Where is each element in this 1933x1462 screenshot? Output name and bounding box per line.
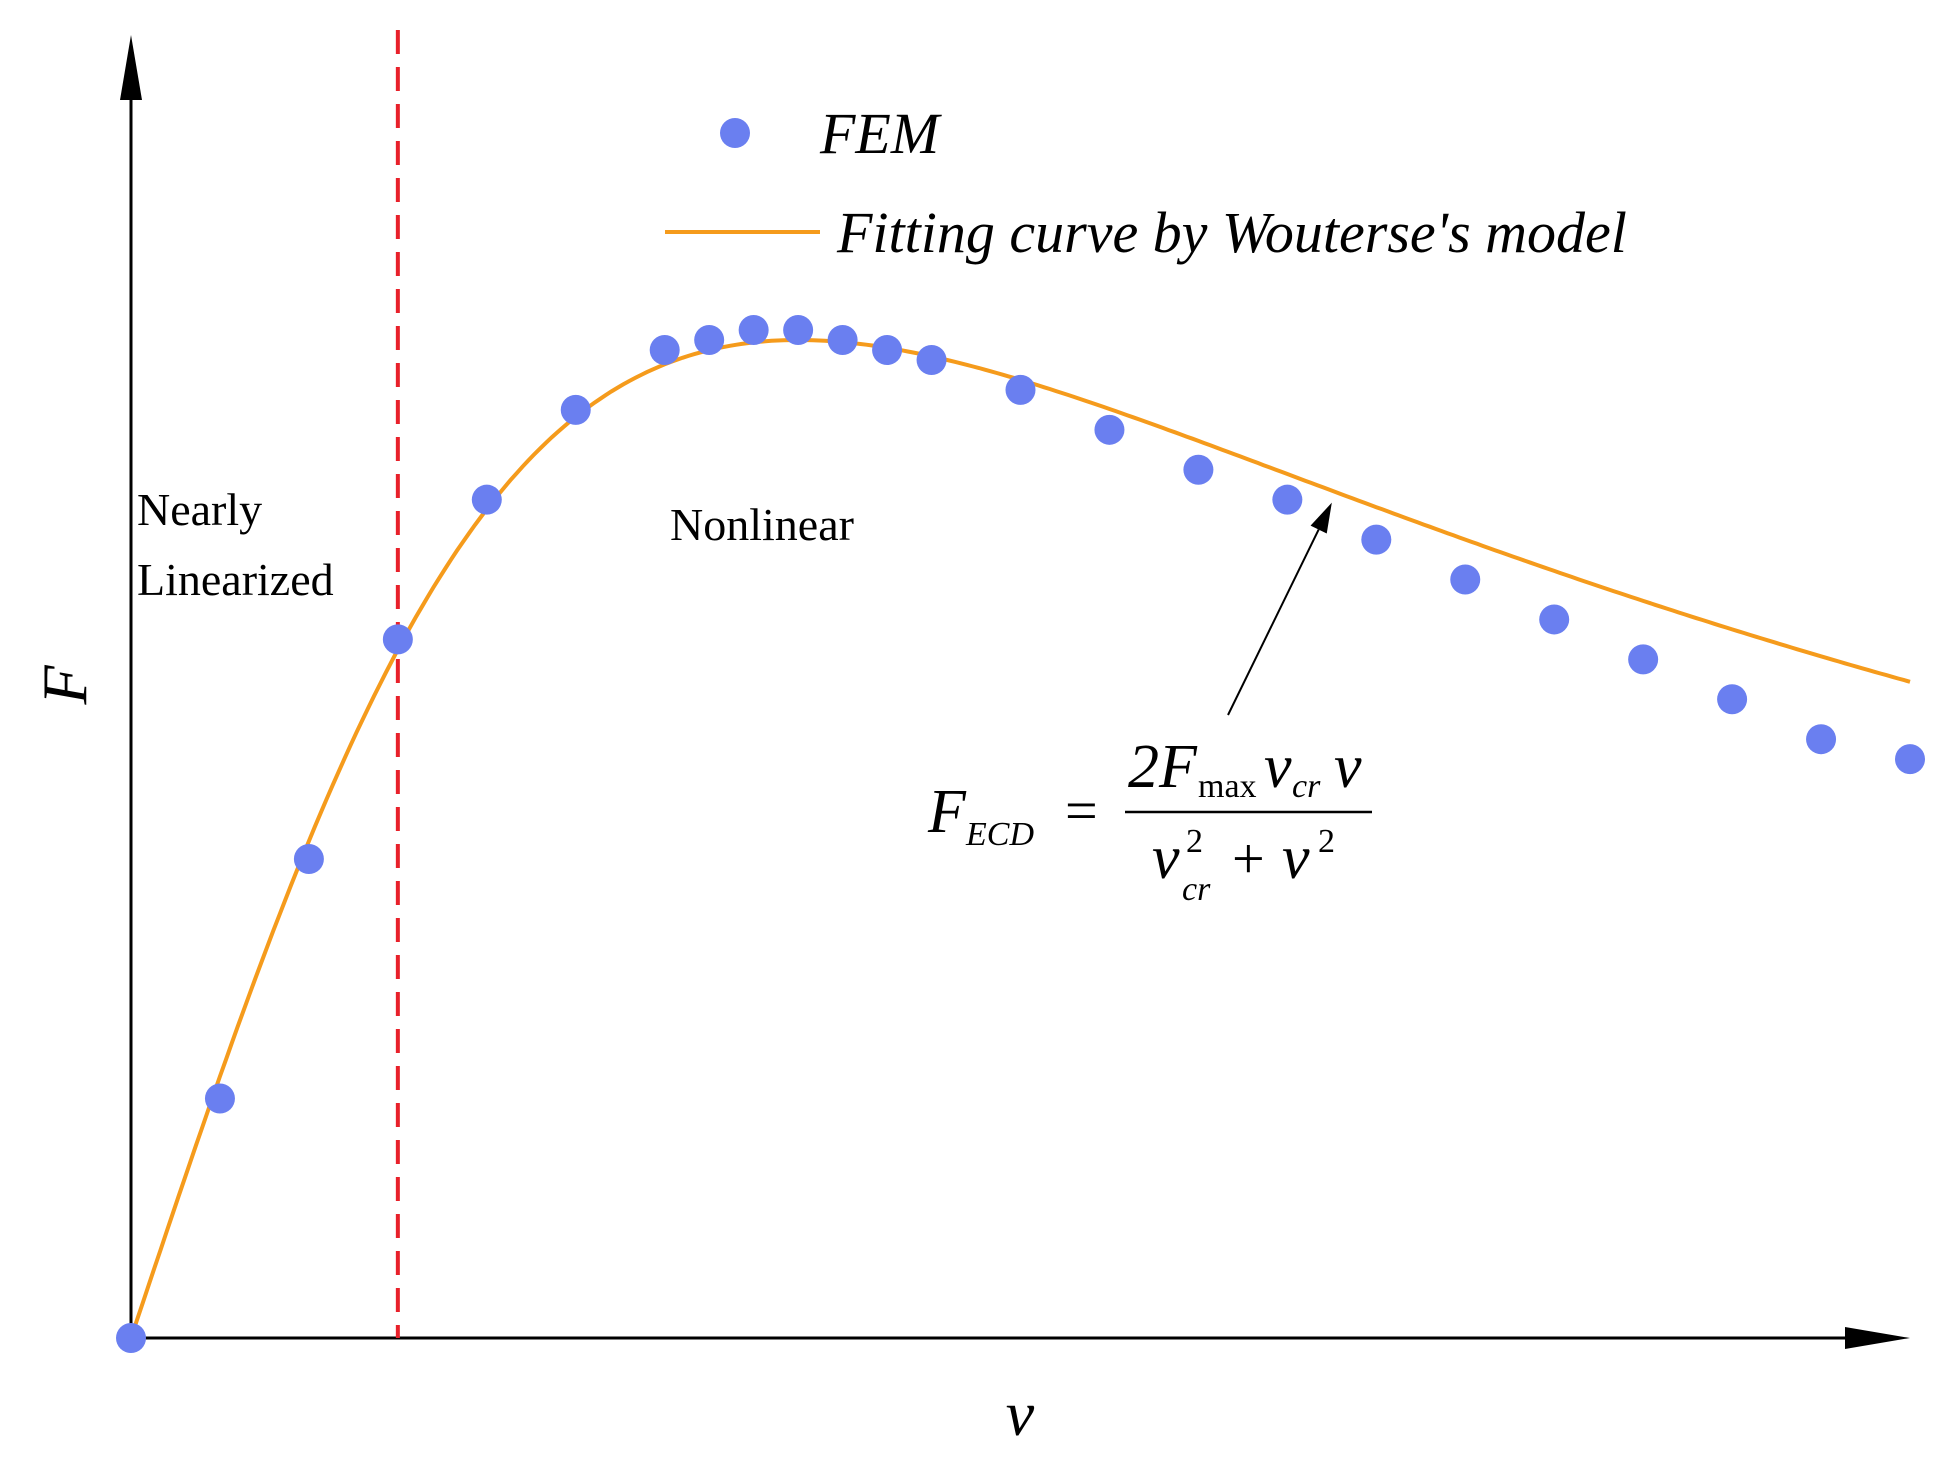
fem-point	[1094, 414, 1125, 445]
formula-numerator-v1: v	[1264, 733, 1292, 801]
fem-point	[916, 344, 947, 375]
fem-point	[204, 1083, 235, 1114]
formula-denominator-sup1: 2	[1186, 823, 1203, 860]
y-axis-arrow-icon	[120, 35, 142, 100]
fem-point	[1539, 604, 1570, 635]
annotation-arrow-line	[1227, 529, 1320, 716]
fem-point	[1183, 454, 1214, 485]
axes	[120, 35, 1910, 1349]
legend-marker-fem	[720, 118, 750, 148]
formula-lhs: F	[927, 778, 967, 846]
fem-point	[1005, 374, 1036, 405]
fem-point	[471, 484, 502, 515]
fem-point	[293, 843, 324, 874]
y-axis-label: F	[29, 665, 100, 706]
fem-point	[1361, 524, 1392, 555]
legend-label-fem: FEM	[819, 101, 942, 166]
legend: FEM Fitting curve by Wouterse's model	[665, 101, 1627, 265]
annotation-arrow-icon	[1310, 502, 1332, 534]
formula-numerator-sub-max: max	[1198, 768, 1257, 805]
fem-point	[1806, 724, 1837, 755]
fem-point	[382, 624, 413, 655]
fem-point	[649, 334, 680, 365]
fem-point	[1628, 644, 1659, 675]
fem-point	[116, 1323, 146, 1353]
fem-points	[116, 315, 1925, 1353]
formula-denominator-plus: +	[1232, 826, 1265, 891]
fem-point	[872, 334, 903, 365]
fem-point	[1450, 564, 1481, 595]
formula-numerator-v2: v	[1334, 733, 1362, 801]
region-left-label-line1: Nearly	[137, 484, 262, 535]
formula-denominator-v2: v	[1282, 824, 1310, 892]
fem-point	[1272, 484, 1303, 515]
formula-denominator-sup2: 2	[1318, 823, 1335, 860]
x-axis-label: v	[1006, 1378, 1035, 1449]
fem-point	[694, 325, 725, 355]
formula-lhs-subscript: ECD	[965, 816, 1034, 853]
x-axis-arrow-icon	[1845, 1327, 1910, 1349]
region-right-label: Nonlinear	[670, 499, 854, 550]
formula-numerator-sub-cr: cr	[1292, 768, 1321, 805]
fem-point	[738, 315, 769, 346]
region-left-label-line2: Linearized	[137, 554, 334, 605]
fem-point	[783, 315, 814, 346]
fem-point	[1717, 684, 1748, 715]
fem-point	[560, 394, 591, 425]
fem-point	[1895, 744, 1925, 775]
formula-numerator-coef: 2F	[1128, 733, 1198, 801]
formula-denominator-sub1: cr	[1182, 871, 1211, 908]
formula-equals: =	[1065, 778, 1098, 843]
formula: F ECD = 2F max v cr v v 2 cr + v 2	[927, 733, 1372, 908]
legend-label-fit: Fitting curve by Wouterse's model	[836, 200, 1627, 265]
fem-point	[827, 325, 858, 355]
formula-denominator-v1: v	[1152, 824, 1180, 892]
